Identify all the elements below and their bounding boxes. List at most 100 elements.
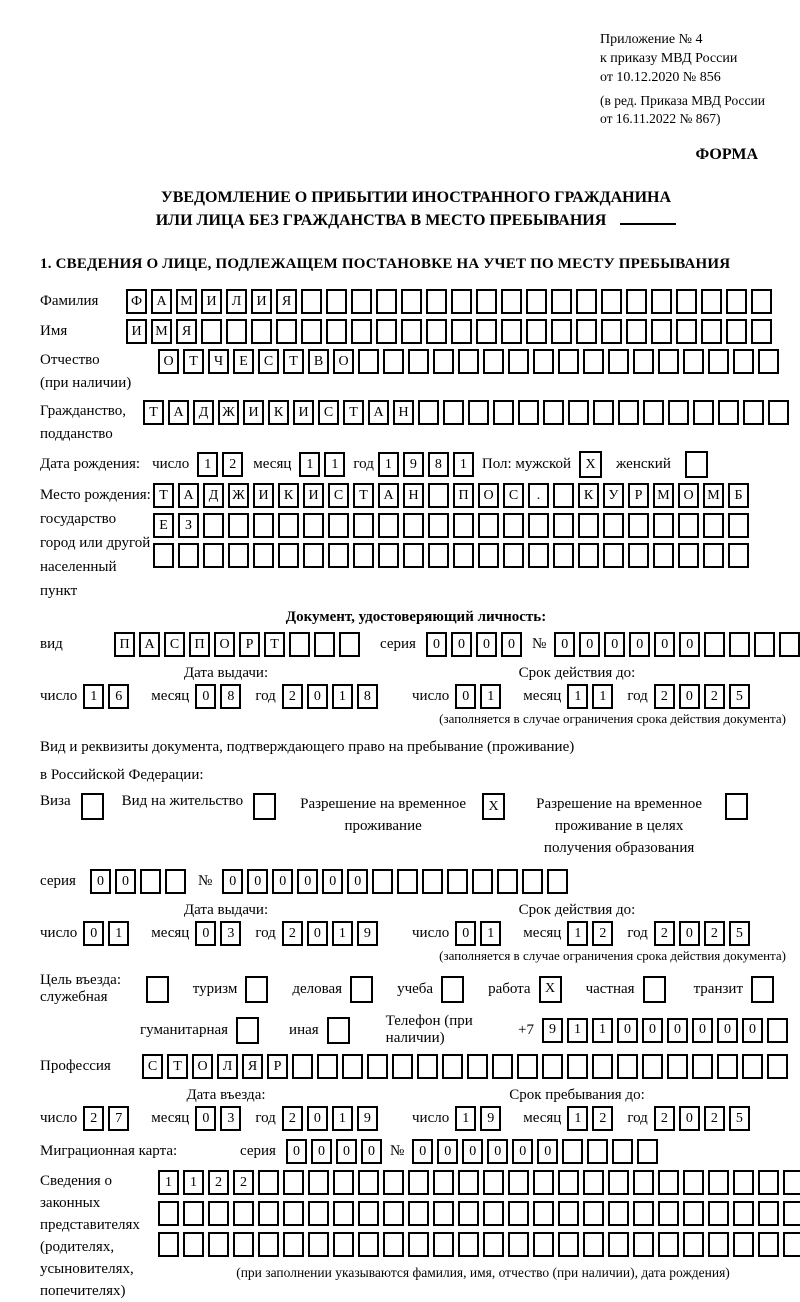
char-cell[interactable]: 2 [703, 1106, 725, 1131]
char-cell[interactable] [726, 319, 747, 344]
char-cell[interactable] [508, 1232, 529, 1257]
char-cell[interactable] [443, 400, 464, 425]
char-cell[interactable] [717, 1054, 738, 1079]
char-cell[interactable]: 0 [579, 632, 601, 657]
char-cell[interactable]: 0 [462, 1139, 484, 1164]
char-cell[interactable] [308, 1170, 329, 1195]
char-cell[interactable]: О [214, 632, 235, 657]
char-cell[interactable] [403, 543, 424, 568]
char-cell[interactable]: В [308, 349, 329, 374]
char-cell[interactable]: 2 [653, 1106, 675, 1131]
char-cell[interactable] [433, 1201, 454, 1226]
char-cell[interactable] [483, 1232, 504, 1257]
char-cell[interactable]: 3 [220, 921, 242, 946]
char-cell[interactable] [303, 543, 324, 568]
char-cell[interactable] [733, 1201, 754, 1226]
char-cell[interactable]: А [151, 289, 172, 314]
char-cell[interactable] [401, 319, 422, 344]
char-cell[interactable] [468, 400, 489, 425]
char-cell[interactable]: С [503, 483, 524, 508]
char-cell[interactable] [576, 319, 597, 344]
char-cell[interactable] [522, 869, 544, 894]
char-cell[interactable] [783, 1170, 800, 1195]
char-cell[interactable] [751, 975, 774, 1003]
char-cell[interactable]: 1 [592, 1017, 613, 1043]
char-cell[interactable]: 0 [425, 632, 447, 657]
char-cell[interactable] [779, 632, 800, 657]
char-cell[interactable] [783, 1232, 800, 1257]
char-cell[interactable]: 9 [356, 921, 378, 946]
char-cell[interactable]: И [253, 483, 274, 508]
char-cell[interactable]: Д [193, 400, 214, 425]
char-cell[interactable]: Я [276, 289, 297, 314]
char-cell[interactable]: П [189, 632, 210, 657]
char-cell[interactable] [372, 869, 394, 894]
char-cell[interactable] [533, 1201, 554, 1226]
char-cell[interactable] [658, 349, 679, 374]
char-cell[interactable] [183, 1232, 204, 1257]
char-cell[interactable]: О [478, 483, 499, 508]
char-cell[interactable] [608, 1170, 629, 1195]
char-cell[interactable]: Ф [126, 289, 147, 314]
char-cell[interactable] [408, 349, 429, 374]
char-cell[interactable] [583, 349, 604, 374]
char-cell[interactable] [428, 543, 449, 568]
char-cell[interactable] [708, 1170, 729, 1195]
char-cell[interactable]: 2 [703, 921, 725, 946]
char-cell[interactable]: 0 [678, 921, 700, 946]
char-cell[interactable] [551, 289, 572, 314]
char-cell[interactable]: . [528, 483, 549, 508]
char-cell[interactable] [203, 513, 224, 538]
char-cell[interactable] [668, 400, 689, 425]
char-cell[interactable]: 0 [412, 1139, 434, 1164]
char-cell[interactable]: Р [239, 632, 260, 657]
char-cell[interactable] [503, 543, 524, 568]
char-cell[interactable] [658, 1232, 679, 1257]
char-cell[interactable]: 0 [222, 869, 244, 894]
char-cell[interactable] [783, 1201, 800, 1226]
char-cell[interactable] [751, 289, 772, 314]
char-cell[interactable] [733, 1232, 754, 1257]
char-cell[interactable] [458, 1170, 479, 1195]
char-cell[interactable]: М [653, 483, 674, 508]
char-cell[interactable] [518, 400, 539, 425]
char-cell[interactable]: У [603, 483, 624, 508]
char-cell[interactable]: 2 [281, 684, 303, 709]
char-cell[interactable] [289, 632, 310, 657]
char-cell[interactable]: 2 [222, 452, 244, 477]
char-cell[interactable]: 0 [247, 869, 269, 894]
char-cell[interactable]: М [151, 319, 172, 344]
char-cell[interactable] [397, 869, 419, 894]
char-cell[interactable]: 0 [285, 1139, 307, 1164]
char-cell[interactable] [583, 1170, 604, 1195]
char-cell[interactable] [317, 1054, 338, 1079]
char-cell[interactable] [526, 319, 547, 344]
char-cell[interactable] [433, 349, 454, 374]
char-cell[interactable] [608, 349, 629, 374]
char-cell[interactable]: А [178, 483, 199, 508]
char-cell[interactable] [417, 1054, 438, 1079]
char-cell[interactable] [467, 1054, 488, 1079]
char-cell[interactable] [358, 1201, 379, 1226]
char-cell[interactable] [453, 513, 474, 538]
char-cell[interactable] [351, 289, 372, 314]
char-cell[interactable] [703, 513, 724, 538]
char-cell[interactable]: 0 [679, 632, 701, 657]
char-cell[interactable] [693, 400, 714, 425]
char-cell[interactable] [567, 1054, 588, 1079]
char-cell[interactable] [376, 289, 397, 314]
char-cell[interactable]: А [168, 400, 189, 425]
char-cell[interactable] [626, 289, 647, 314]
char-cell[interactable] [508, 349, 529, 374]
char-cell[interactable] [383, 349, 404, 374]
char-cell[interactable] [493, 400, 514, 425]
char-cell[interactable] [501, 319, 522, 344]
char-cell[interactable]: 3 [220, 1106, 242, 1131]
char-cell[interactable]: Ж [228, 483, 249, 508]
char-cell[interactable]: 1 [299, 452, 321, 477]
char-cell[interactable] [683, 1232, 704, 1257]
char-cell[interactable] [608, 1201, 629, 1226]
char-cell[interactable] [708, 349, 729, 374]
char-cell[interactable]: Л [226, 289, 247, 314]
char-cell[interactable] [587, 1139, 609, 1164]
